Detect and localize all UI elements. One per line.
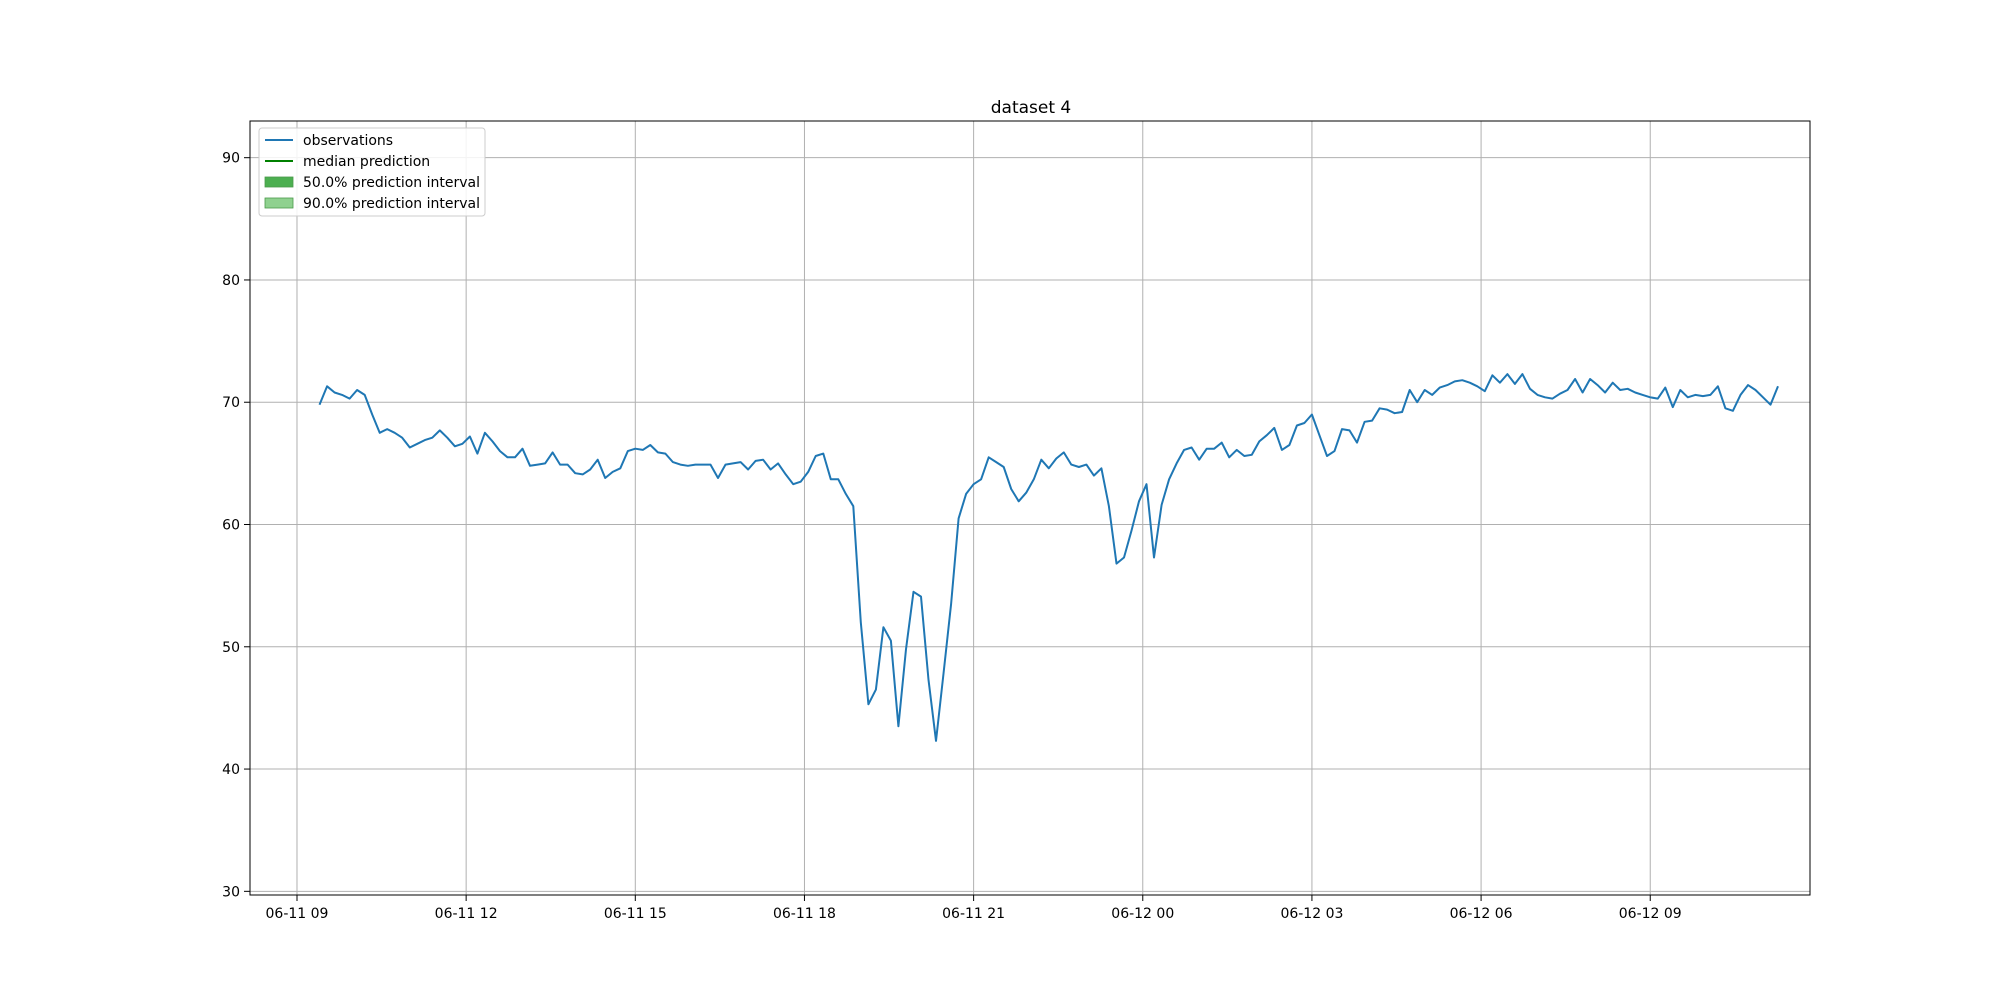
legend-label: 50.0% prediction interval bbox=[303, 175, 480, 191]
legend-box bbox=[258, 127, 486, 217]
plot-frame bbox=[249, 120, 1811, 896]
x-tick-label: 06-12 03 bbox=[1280, 906, 1343, 922]
series-lines bbox=[318, 373, 1779, 742]
legend-label: median prediction bbox=[303, 154, 430, 170]
x-tick-label: 06-12 00 bbox=[1111, 906, 1174, 922]
y-tick-label: 30 bbox=[222, 884, 240, 900]
y-axis: 30 40 50 60 70 80 90 bbox=[222, 151, 250, 900]
x-tick-label: 06-11 21 bbox=[942, 906, 1005, 922]
legend: observations median prediction 50.0% predi… bbox=[258, 127, 486, 217]
legend-swatch bbox=[264, 176, 294, 188]
x-tick-label: 06-12 09 bbox=[1619, 906, 1682, 922]
y-tick-label: 50 bbox=[222, 640, 240, 656]
legend-label: observations bbox=[303, 133, 393, 149]
chart-title: dataset 4 bbox=[991, 98, 1072, 118]
x-axis: 06-11 09 06-11 12 06-11 15 06-11 18 06-11 21… bbox=[266, 895, 1682, 922]
y-tick-label: 90 bbox=[222, 151, 240, 167]
x-tick-label: 06-12 06 bbox=[1450, 906, 1513, 922]
series-line-observations bbox=[318, 373, 1779, 742]
y-tick-label: 40 bbox=[222, 762, 240, 778]
x-tick-label: 06-11 15 bbox=[604, 906, 667, 922]
grid bbox=[250, 121, 1810, 895]
x-tick-label: 06-11 18 bbox=[773, 906, 836, 922]
x-tick-label: 06-11 12 bbox=[435, 906, 498, 922]
legend-swatch bbox=[264, 197, 294, 209]
y-tick-label: 60 bbox=[222, 518, 240, 534]
y-tick-label: 80 bbox=[222, 273, 240, 289]
legend-label: 90.0% prediction interval bbox=[303, 196, 480, 212]
x-tick-label: 06-11 09 bbox=[266, 906, 329, 922]
y-tick-label: 70 bbox=[222, 395, 240, 411]
